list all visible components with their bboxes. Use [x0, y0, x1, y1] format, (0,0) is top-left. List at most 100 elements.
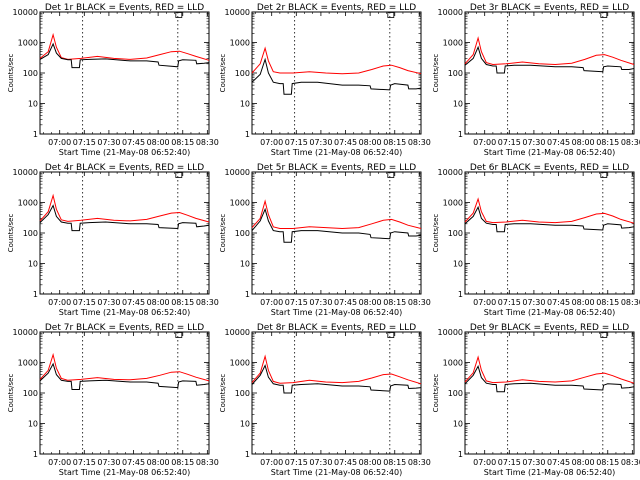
chart-7-xtick-label: 08:15 [383, 458, 406, 467]
chart-0-xtick-label: 07:15 [73, 138, 96, 147]
chart-5-xtick-label: 07:00 [473, 298, 496, 307]
chart-5-ylabel: Counts/sec [432, 214, 440, 253]
chart-5-ytick-label: 10000 [438, 168, 463, 177]
chart-8-series-events [464, 364, 635, 393]
chart-8-xtick-label: 08:00 [572, 458, 595, 467]
chart-0-marker-box [175, 12, 183, 18]
chart-2-xtick-label: 08:15 [596, 138, 619, 147]
chart-7-xtick-label: 08:00 [359, 458, 382, 467]
chart-0-frame [39, 11, 210, 135]
chart-0-xtick-label: 07:45 [122, 138, 145, 147]
chart-3-panel: Det 4r BLACK = Events, RED = LLD 1 10 100 10… [7, 163, 219, 317]
chart-2-xtick-label: 07:30 [522, 138, 545, 147]
chart-7-xtick-label: 07:15 [285, 458, 308, 467]
chart-4-xtick-label: 07:30 [309, 298, 332, 307]
chart-6-title: Det 7r BLACK = Events, RED = LLD [45, 323, 204, 333]
chart-5-xtick-label: 07:15 [498, 298, 521, 307]
chart-5-xtick-label: 08:00 [572, 298, 595, 307]
chart-4-ylabel: Counts/sec [219, 214, 227, 253]
chart-7-series-lld [251, 354, 422, 385]
chart-6-series-lld [39, 352, 210, 382]
chart-4-ytick-label: 1 [245, 290, 250, 299]
chart-8-ytick-label: 100 [448, 389, 463, 398]
chart-8-ytick-label: 1000 [443, 359, 463, 368]
chart-6-xtick-label: 07:15 [73, 458, 96, 467]
chart-5-panel: Det 6r BLACK = Events, RED = LLD 1 10 100 10… [432, 163, 640, 317]
chart-4-xtick-label: 08:30 [408, 298, 431, 307]
chart-1-panel: Det 2r BLACK = Events, RED = LLD 1 10 100 10… [219, 3, 431, 157]
chart-1-title: Det 2r BLACK = Events, RED = LLD [257, 3, 416, 13]
chart-1-ytick-label: 1000 [230, 39, 250, 48]
chart-6-xtick-label: 07:45 [122, 458, 145, 467]
chart-1-xtick-label: 07:30 [309, 138, 332, 147]
chart-4-ytick-label: 1000 [230, 199, 250, 208]
chart-3-ylabel: Counts/sec [7, 214, 15, 253]
chart-5-xtick-label: 07:45 [547, 298, 570, 307]
chart-2-marker-box [600, 12, 608, 18]
chart-3-xtick-label: 07:15 [73, 298, 96, 307]
chart-7-xtick-label: 07:30 [309, 458, 332, 467]
chart-2-xtick-label: 07:15 [498, 138, 521, 147]
chart-5-ytick-label: 1000 [443, 199, 463, 208]
chart-0-panel: Det 1r BLACK = Events, RED = LLD 1 10 100 10… [7, 3, 219, 157]
chart-7-ytick-label: 1 [245, 450, 250, 459]
chart-8-ytick-label: 1 [458, 450, 463, 459]
chart-0-title: Det 1r BLACK = Events, RED = LLD [45, 3, 204, 13]
chart-3-marker-box [175, 172, 183, 178]
chart-2-ylabel: Counts/sec [432, 54, 440, 93]
chart-6-frame [39, 331, 210, 455]
chart-2-frame [464, 11, 635, 135]
chart-5-series-events [464, 205, 635, 233]
chart-3-xtick-label: 08:30 [196, 298, 219, 307]
chart-2-xtick-label: 08:30 [621, 138, 640, 147]
chart-5-title: Det 6r BLACK = Events, RED = LLD [470, 163, 629, 173]
chart-5-ytick-label: 10 [453, 260, 463, 269]
chart-8-xtick-label: 07:00 [473, 458, 496, 467]
chart-4-xtick-label: 07:45 [334, 298, 357, 307]
chart-7-ytick-label: 100 [235, 389, 250, 398]
chart-1-ylabel: Counts/sec [219, 54, 227, 93]
chart-0-ylabel: Counts/sec [7, 54, 15, 93]
chart-4-ytick-label: 10 [240, 260, 250, 269]
chart-7-xlabel: Start Time (21-May-08 06:52:40) [271, 468, 402, 477]
chart-0-ytick-label: 1000 [18, 39, 38, 48]
chart-4-series-events [251, 207, 422, 243]
chart-8-marker-box [600, 332, 608, 338]
chart-2-panel: Det 3r BLACK = Events, RED = LLD 1 10 100 10… [432, 3, 640, 157]
chart-0-xtick-label: 07:30 [97, 138, 120, 147]
chart-8-xlabel: Start Time (21-May-08 06:52:40) [484, 468, 615, 477]
chart-7-panel: Det 8r BLACK = Events, RED = LLD 1 10 100 10… [219, 323, 431, 477]
chart-4-xlabel: Start Time (21-May-08 06:52:40) [271, 308, 402, 317]
chart-4-xtick-label: 07:00 [260, 298, 283, 307]
chart-8-xtick-label: 08:15 [596, 458, 619, 467]
chart-7-marker-box [387, 332, 395, 338]
chart-2-series-lld [464, 36, 635, 66]
chart-7-series-events [251, 364, 422, 394]
chart-2-xtick-label: 08:00 [572, 138, 595, 147]
chart-4-xtick-label: 08:15 [383, 298, 406, 307]
chart-6-xtick-label: 08:00 [147, 458, 170, 467]
chart-6-ytick-label: 10000 [13, 328, 38, 337]
chart-0-xtick-label: 07:00 [48, 138, 71, 147]
chart-4-series-lld [251, 199, 422, 230]
chart-8-panel: Det 9r BLACK = Events, RED = LLD 1 10 100 10… [432, 323, 640, 477]
chart-3-xlabel: Start Time (21-May-08 06:52:40) [59, 308, 190, 317]
chart-3-xtick-label: 08:00 [147, 298, 170, 307]
chart-5-xlabel: Start Time (21-May-08 06:52:40) [484, 308, 615, 317]
chart-2-xlabel: Start Time (21-May-08 06:52:40) [484, 148, 615, 157]
chart-7-title: Det 8r BLACK = Events, RED = LLD [257, 323, 416, 333]
chart-6-ytick-label: 10 [28, 420, 38, 429]
chart-0-ytick-label: 1 [33, 130, 38, 139]
chart-6-xlabel: Start Time (21-May-08 06:52:40) [59, 468, 190, 477]
chart-0-series-lld [39, 32, 210, 61]
chart-3-ytick-label: 1000 [18, 199, 38, 208]
chart-3-xtick-label: 07:30 [97, 298, 120, 307]
chart-5-xtick-label: 08:30 [621, 298, 640, 307]
chart-4-ytick-label: 100 [235, 229, 250, 238]
chart-8-series-lld [464, 355, 635, 384]
chart-5-ytick-label: 100 [448, 229, 463, 238]
chart-0-ytick-label: 100 [23, 69, 38, 78]
chart-4-ytick-label: 10000 [225, 168, 250, 177]
chart-0-ytick-label: 10 [28, 100, 38, 109]
chart-1-xlabel: Start Time (21-May-08 06:52:40) [271, 148, 402, 157]
